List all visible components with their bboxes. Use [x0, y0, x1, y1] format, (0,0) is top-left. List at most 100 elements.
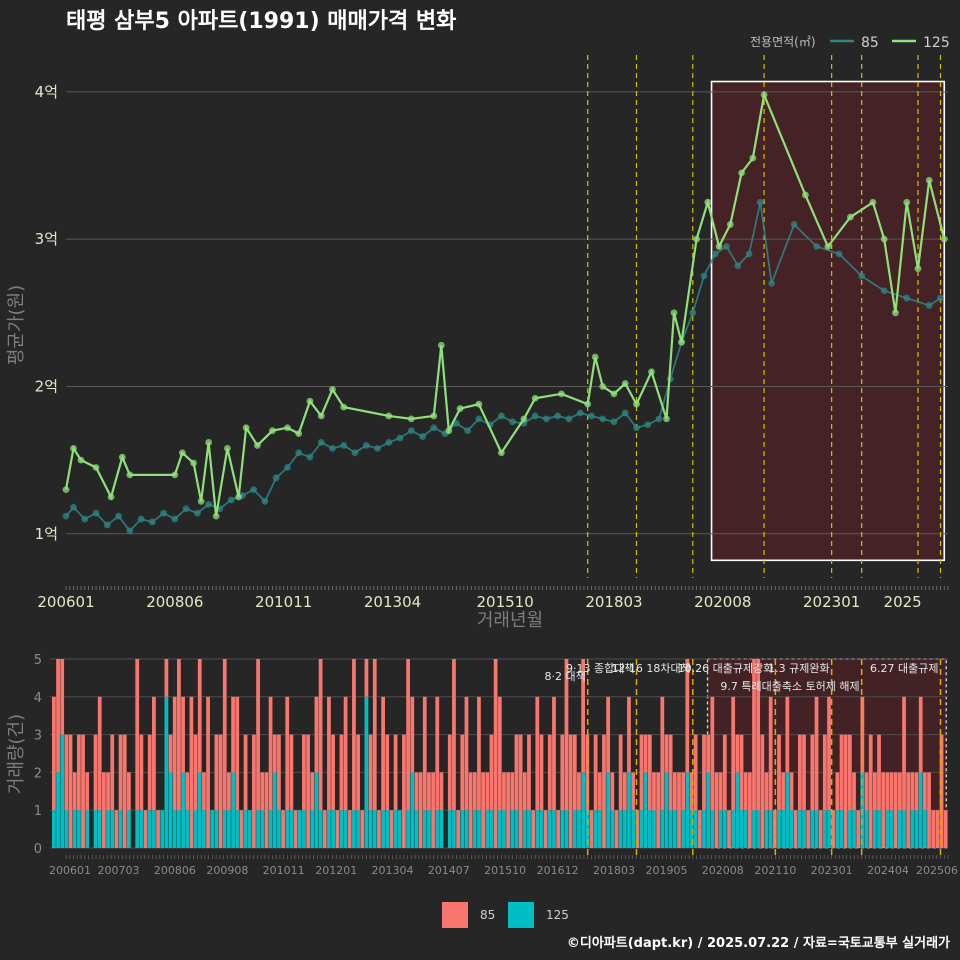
volume-x-tick-label: 200806 — [154, 864, 196, 877]
volume-bar-85 — [847, 734, 852, 811]
volume-bar-85 — [568, 734, 573, 848]
volume-bar-85 — [510, 772, 515, 811]
volume-bar-85 — [431, 772, 435, 848]
volume-bar-125 — [668, 810, 673, 848]
data-point-125 — [329, 386, 336, 393]
data-point-125 — [610, 390, 618, 398]
volume-bar-125 — [785, 772, 790, 848]
volume-bar-85 — [77, 734, 81, 811]
volume-bar-125 — [214, 810, 219, 848]
data-point-125 — [801, 191, 809, 199]
volume-bar-85 — [681, 772, 686, 811]
volume-bar-85 — [110, 734, 115, 811]
volume-bar-125 — [756, 810, 761, 848]
volume-bar-85 — [185, 772, 190, 811]
volume-bar-85 — [722, 734, 727, 811]
data-point-125 — [925, 176, 933, 184]
volume-bar-125 — [664, 772, 669, 848]
volume-bar-125 — [552, 810, 556, 848]
data-point-125 — [295, 430, 303, 438]
volume-bar-125 — [318, 810, 323, 848]
volume-bar-85 — [493, 659, 498, 848]
annotation-label: 8·2 대책 — [544, 670, 585, 683]
data-point-85 — [633, 424, 640, 432]
data-point-125 — [531, 394, 539, 402]
data-point-125 — [317, 412, 325, 420]
data-point-85 — [576, 409, 584, 417]
volume-bar-125 — [752, 810, 756, 848]
legend-title: 전용면적(㎡) — [750, 35, 816, 49]
volume-bar-85 — [581, 659, 586, 773]
volume-bar-125 — [485, 810, 490, 848]
volume-bar-85 — [439, 772, 444, 811]
volume-bar-85 — [747, 772, 752, 848]
data-point-85 — [261, 497, 269, 505]
data-point-125 — [670, 309, 678, 317]
volume-bar-125 — [902, 810, 906, 848]
volume-bar-85 — [647, 734, 652, 811]
volume-bar-85 — [556, 810, 561, 848]
volume-bar-85 — [85, 772, 90, 811]
volume-bar-85 — [864, 772, 869, 811]
volume-bar-85 — [318, 659, 323, 811]
volume-y-tick-label: 3 — [34, 729, 42, 744]
volume-bar-85 — [464, 696, 469, 811]
data-point-125 — [749, 154, 757, 162]
data-point-85 — [610, 418, 618, 426]
volume-bar-125 — [527, 810, 531, 848]
data-point-85 — [419, 433, 426, 440]
volume-bar-85 — [352, 659, 356, 811]
volume-bar-125 — [439, 810, 444, 848]
data-point-85 — [81, 515, 89, 523]
volume-bar-125 — [356, 810, 360, 848]
volume-bar-85 — [193, 734, 198, 811]
volume-bar-125 — [368, 810, 373, 848]
volume-bar-125 — [877, 810, 881, 848]
volume-bar-85 — [922, 772, 927, 811]
data-point-85 — [768, 279, 775, 287]
data-point-125 — [693, 235, 700, 243]
volume-bar-85 — [156, 810, 160, 848]
volume-bar-85 — [268, 696, 273, 811]
volume-bar-125 — [814, 810, 819, 848]
data-point-85 — [700, 272, 708, 280]
volume-bar-85 — [481, 772, 485, 848]
volume-bar-85 — [643, 734, 648, 773]
volume-bar-125 — [564, 810, 569, 848]
volume-bar-85 — [177, 659, 181, 811]
volume-bar-85 — [231, 696, 235, 773]
data-point-125 — [242, 424, 250, 432]
volume-bar-125 — [106, 810, 110, 848]
volume-bar-85 — [97, 696, 102, 811]
data-point-85 — [284, 464, 291, 471]
volume-bar-85 — [368, 734, 373, 811]
volume-bar-125 — [152, 810, 156, 848]
highlight-region — [710, 80, 946, 562]
data-point-85 — [227, 496, 235, 504]
volume-bar-125 — [164, 696, 169, 848]
volume-bar-85 — [314, 696, 319, 773]
volume-bar-85 — [518, 734, 523, 848]
volume-bar-125 — [406, 810, 410, 848]
data-point-125 — [254, 442, 261, 449]
volume-bar-85 — [218, 734, 223, 848]
volume-bar-125 — [577, 810, 581, 848]
volume-bar-85 — [506, 772, 511, 848]
data-point-125 — [648, 368, 655, 376]
volume-bar-125 — [768, 810, 773, 848]
data-point-85 — [756, 198, 764, 206]
data-point-125 — [715, 243, 723, 250]
data-point-125 — [178, 449, 186, 457]
volume-bar-125 — [364, 696, 369, 848]
volume-bar-125 — [464, 810, 469, 848]
volume-bar-125 — [277, 810, 281, 848]
volume-bar-125 — [510, 810, 515, 848]
volume-bar-125 — [393, 810, 398, 848]
data-point-125 — [445, 427, 453, 435]
volume-bar-85 — [727, 810, 731, 848]
volume-bar-125 — [918, 772, 923, 848]
volume-bar-125 — [147, 810, 152, 848]
volume-bar-85 — [360, 810, 365, 848]
volume-x-tick-label: 201510 — [484, 864, 526, 877]
